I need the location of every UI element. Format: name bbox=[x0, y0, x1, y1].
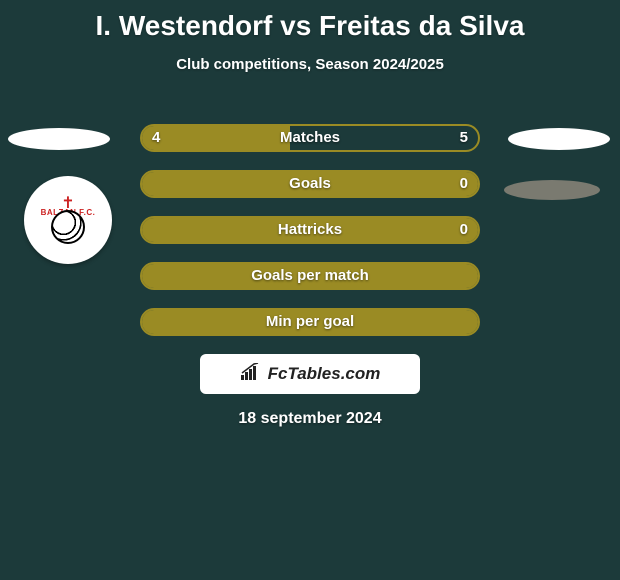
stat-bar-row: Goals0 bbox=[140, 170, 480, 198]
player-right-photo-placeholder bbox=[508, 128, 610, 150]
stat-bar-label: Goals bbox=[142, 172, 478, 196]
stat-bar-label: Matches bbox=[142, 126, 478, 150]
stat-bar-value-right: 0 bbox=[460, 218, 468, 242]
stat-bar-label: Goals per match bbox=[142, 264, 478, 288]
page-subtitle: Club competitions, Season 2024/2025 bbox=[0, 56, 620, 73]
player-left-club-logo: ✝ BALZAN F.C. bbox=[24, 176, 112, 264]
player-right-club-placeholder bbox=[504, 180, 600, 200]
stat-bar-row: Hattricks0 bbox=[140, 216, 480, 244]
page-title: I. Westendorf vs Freitas da Silva bbox=[0, 0, 620, 42]
stat-bars: Matches45Goals0Hattricks0Goals per match… bbox=[140, 124, 480, 354]
soccer-ball-icon bbox=[51, 210, 85, 244]
branding-box: FcTables.com bbox=[200, 354, 420, 394]
stat-bar-row: Goals per match bbox=[140, 262, 480, 290]
branding-text: FcTables.com bbox=[268, 364, 381, 384]
player-left-photo-placeholder bbox=[8, 128, 110, 150]
stat-bar-row: Matches4 5 bbox=[140, 124, 480, 152]
stat-bar-value-right: 0 bbox=[460, 172, 468, 196]
stat-bar-row: Min per goal bbox=[140, 308, 480, 336]
stat-bar-value-right: 5 bbox=[460, 126, 468, 150]
stat-bar-label: Hattricks bbox=[142, 218, 478, 242]
bar-chart-icon bbox=[240, 363, 262, 386]
stat-bar-label: Min per goal bbox=[142, 310, 478, 334]
comparison-card: I. Westendorf vs Freitas da Silva Club c… bbox=[0, 0, 620, 580]
stat-bar-value-left: 4 bbox=[152, 126, 160, 150]
date-text: 18 september 2024 bbox=[0, 410, 620, 428]
